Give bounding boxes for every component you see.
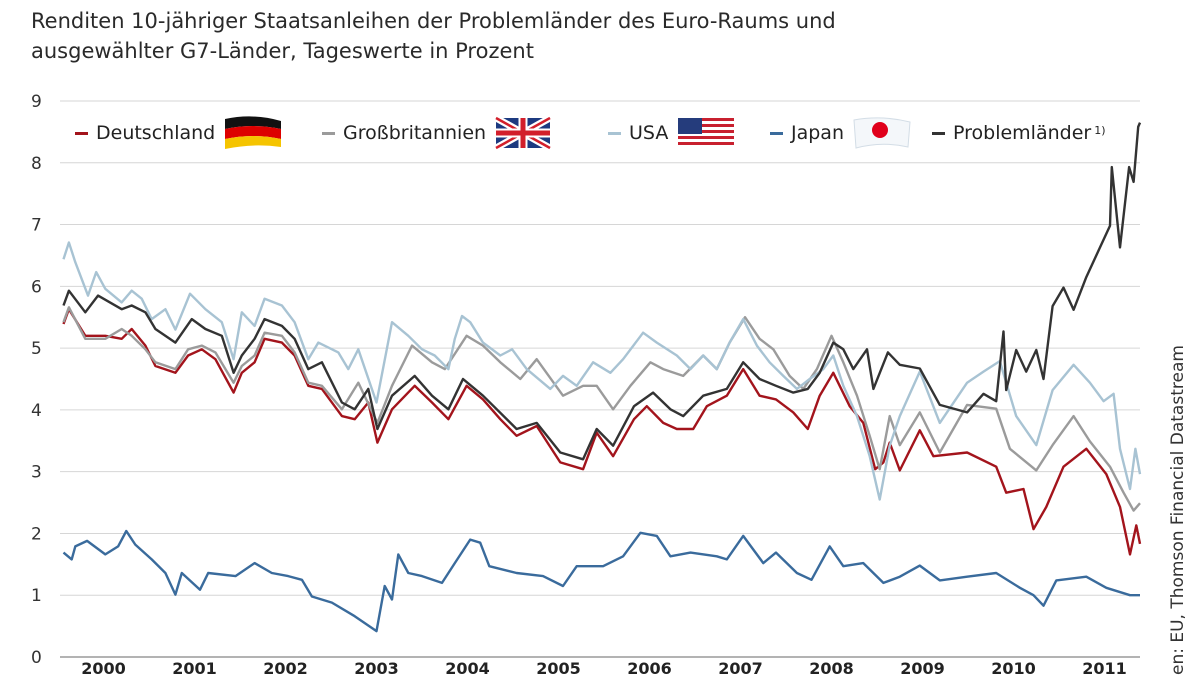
uk-flag-icon	[494, 115, 552, 151]
series-line-deutschland	[62, 308, 1142, 556]
legend-label: Problemländer	[953, 122, 1092, 144]
x-tick-label: 2003	[354, 659, 399, 675]
x-tick-label: 2001	[172, 659, 217, 675]
series-line-japan	[62, 529, 1140, 633]
series-line-grobritannien	[62, 306, 1141, 512]
legend: Deutschland Großbritannien USA Japan	[0, 115, 1200, 152]
usa-flag-icon	[678, 118, 735, 148]
subtitle-line-1: Renditen 10-jähriger Staatsanleihen der …	[31, 9, 836, 33]
legend-swatch	[770, 131, 783, 135]
chart-subtitle: Renditen 10-jähriger Staatsanleihen der …	[31, 6, 931, 66]
x-tick-label: 2011	[1082, 659, 1127, 675]
y-tick-label: 7	[31, 216, 42, 236]
legend-swatch	[75, 131, 88, 135]
x-axis-ticks: 2000 2001 2002 2003 2004 2005 2006 2007 2008 2009…	[81, 659, 1127, 675]
legend-swatch	[932, 131, 945, 135]
x-tick-label: 2008	[809, 659, 854, 675]
legend-swatch	[322, 131, 335, 135]
x-tick-label: 2005	[536, 659, 581, 675]
legend-label: USA	[629, 122, 669, 144]
legend-label: Großbritannien	[343, 122, 487, 144]
y-axis-ticks: 0 1 2 3 4 5 6 7 8 9	[31, 92, 42, 668]
germany-flag-icon	[225, 116, 282, 149]
series-line-problemlnder	[62, 122, 1142, 461]
series-lines	[62, 122, 1142, 633]
x-tick-label: 2006	[627, 659, 672, 675]
series-line-usa	[62, 241, 1142, 501]
legend-item-grossbritannien: Großbritannien	[322, 115, 552, 151]
legend-label: Japan	[791, 122, 844, 144]
y-tick-label: 8	[31, 154, 42, 174]
footnote-marker: 1)	[1094, 123, 1106, 137]
legend-item-deutschland: Deutschland	[75, 116, 283, 150]
y-tick-label: 1	[31, 586, 42, 606]
y-tick-label: 6	[31, 277, 42, 297]
x-tick-label: 2009	[900, 659, 945, 675]
x-tick-label: 2004	[445, 659, 490, 675]
x-tick-label: 2000	[81, 659, 126, 675]
y-tick-label: 9	[31, 92, 42, 112]
subtitle-line-2: ausgewählter G7-Länder, Tageswerte in Pr…	[31, 39, 534, 63]
legend-swatch	[608, 131, 621, 135]
japan-flag-icon	[853, 117, 911, 149]
y-tick-label: 4	[31, 401, 42, 421]
legend-item-japan: Japan	[770, 116, 912, 150]
y-tick-label: 3	[31, 463, 42, 483]
legend-item-problemlaender: Problemländer 1)	[932, 116, 1106, 150]
legend-label: Deutschland	[96, 122, 216, 144]
legend-item-usa: USA	[608, 116, 736, 150]
x-tick-label: 2002	[263, 659, 308, 675]
source-note: en: EU, Thomson Financial Datastream	[1168, 345, 1188, 675]
x-tick-label: 2010	[991, 659, 1036, 675]
x-tick-label: 2007	[718, 659, 763, 675]
gridlines	[60, 100, 1140, 658]
y-tick-label: 5	[31, 339, 42, 359]
y-tick-label: 0	[31, 648, 42, 668]
y-tick-label: 2	[31, 524, 42, 544]
